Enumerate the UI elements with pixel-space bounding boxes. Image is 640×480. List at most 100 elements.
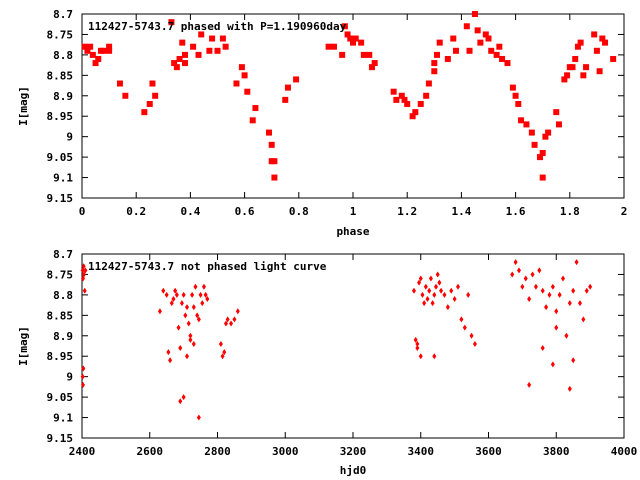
bottom-panel-xtick-label: 3800 <box>543 445 570 458</box>
bottom-panel-xtick-label: 2600 <box>137 445 164 458</box>
data-point <box>423 283 428 290</box>
data-point <box>425 295 430 302</box>
top-panel-xtick-label: 0.6 <box>235 205 255 218</box>
data-point <box>571 287 576 294</box>
bottom-panel-xtick-label: 3400 <box>408 445 435 458</box>
data-point <box>439 287 444 294</box>
data-point <box>567 385 572 392</box>
data-point <box>536 154 543 161</box>
data-point <box>152 92 159 99</box>
data-point <box>450 35 457 42</box>
data-point <box>344 31 351 38</box>
data-point <box>141 109 148 116</box>
data-point <box>415 345 420 352</box>
bottom-panel-xtick-label: 3600 <box>475 445 502 458</box>
data-point <box>411 287 416 294</box>
data-point <box>567 300 572 307</box>
data-point <box>161 287 166 294</box>
data-point <box>80 373 85 380</box>
data-point <box>488 47 495 54</box>
data-point <box>596 68 603 75</box>
data-point <box>550 361 555 368</box>
top-panel-ytick-label: 8.7 <box>53 8 73 21</box>
top-panel-xtick-label: 0.2 <box>126 205 146 218</box>
bottom-panel-xtick-label: 3200 <box>340 445 367 458</box>
data-point <box>235 308 240 315</box>
data-point <box>418 275 423 282</box>
data-point <box>482 31 489 38</box>
top-panel-chart: 8.7 8.75 8.8 8.85 8.9 8.95 9 9.05 9.1 9.15 0 0.2 0.4… <box>17 8 627 238</box>
data-point <box>368 64 375 71</box>
data-point <box>223 320 228 327</box>
data-point <box>164 291 169 298</box>
data-point <box>398 92 405 99</box>
data-point <box>188 336 193 343</box>
data-point <box>509 84 516 91</box>
data-point <box>191 340 196 347</box>
data-point <box>218 340 223 347</box>
data-point <box>220 353 225 360</box>
data-point <box>404 100 411 107</box>
data-point <box>238 64 245 71</box>
data-point <box>181 394 186 401</box>
data-point <box>81 43 88 50</box>
data-point <box>452 47 459 54</box>
data-point <box>574 43 581 50</box>
data-point <box>176 55 183 62</box>
data-point <box>81 365 86 372</box>
data-point <box>181 291 186 298</box>
top-panel-ytick-label: 8.75 <box>47 28 74 41</box>
data-point <box>427 287 432 294</box>
data-point <box>360 51 367 58</box>
data-point <box>200 300 205 307</box>
data-point <box>252 105 259 112</box>
data-point <box>523 121 530 128</box>
bottom-panel-chart-title: 112427-5743.7 not phased light curve <box>88 260 327 273</box>
top-panel-xtick-label: 1.8 <box>560 205 580 218</box>
data-point <box>422 300 427 307</box>
data-point <box>523 275 528 282</box>
data-point <box>181 60 188 67</box>
data-point <box>442 291 447 298</box>
data-point <box>181 51 188 58</box>
data-point <box>413 336 418 343</box>
top-panel-data-points <box>81 11 617 181</box>
data-point <box>472 340 477 347</box>
bottom-panel-ytick-label: 9.15 <box>47 432 74 445</box>
data-point <box>178 398 183 405</box>
data-point <box>584 287 589 294</box>
data-point <box>198 31 205 38</box>
data-point <box>341 23 348 30</box>
data-point <box>350 39 356 46</box>
data-point <box>146 100 153 107</box>
bottom-panel-ytick-label: 8.95 <box>47 350 74 363</box>
data-point <box>436 39 443 46</box>
top-panel-xtick-label: 0.8 <box>289 205 309 218</box>
top-panel-ytick-label: 9.1 <box>53 172 73 185</box>
data-point <box>352 35 359 42</box>
bottom-panel-ytick-label: 9.05 <box>47 391 74 404</box>
data-point <box>185 304 190 311</box>
data-point <box>432 291 437 298</box>
data-point <box>100 47 107 54</box>
data-point <box>188 332 193 339</box>
data-point <box>459 316 464 323</box>
data-point <box>449 287 454 294</box>
top-panel-ytick-label: 9.05 <box>47 151 74 164</box>
data-point <box>92 60 99 67</box>
data-point <box>205 295 210 302</box>
data-point <box>528 129 535 136</box>
data-point <box>179 300 184 307</box>
bottom-panel-ytick-label: 8.8 <box>53 289 73 302</box>
data-point <box>574 259 579 266</box>
data-point <box>173 64 180 71</box>
data-point <box>518 117 525 124</box>
data-point <box>415 340 420 347</box>
data-point <box>527 295 532 302</box>
data-point <box>540 345 545 352</box>
data-point <box>176 324 181 331</box>
data-point <box>554 308 559 315</box>
data-point <box>81 381 86 388</box>
data-point <box>553 109 560 116</box>
